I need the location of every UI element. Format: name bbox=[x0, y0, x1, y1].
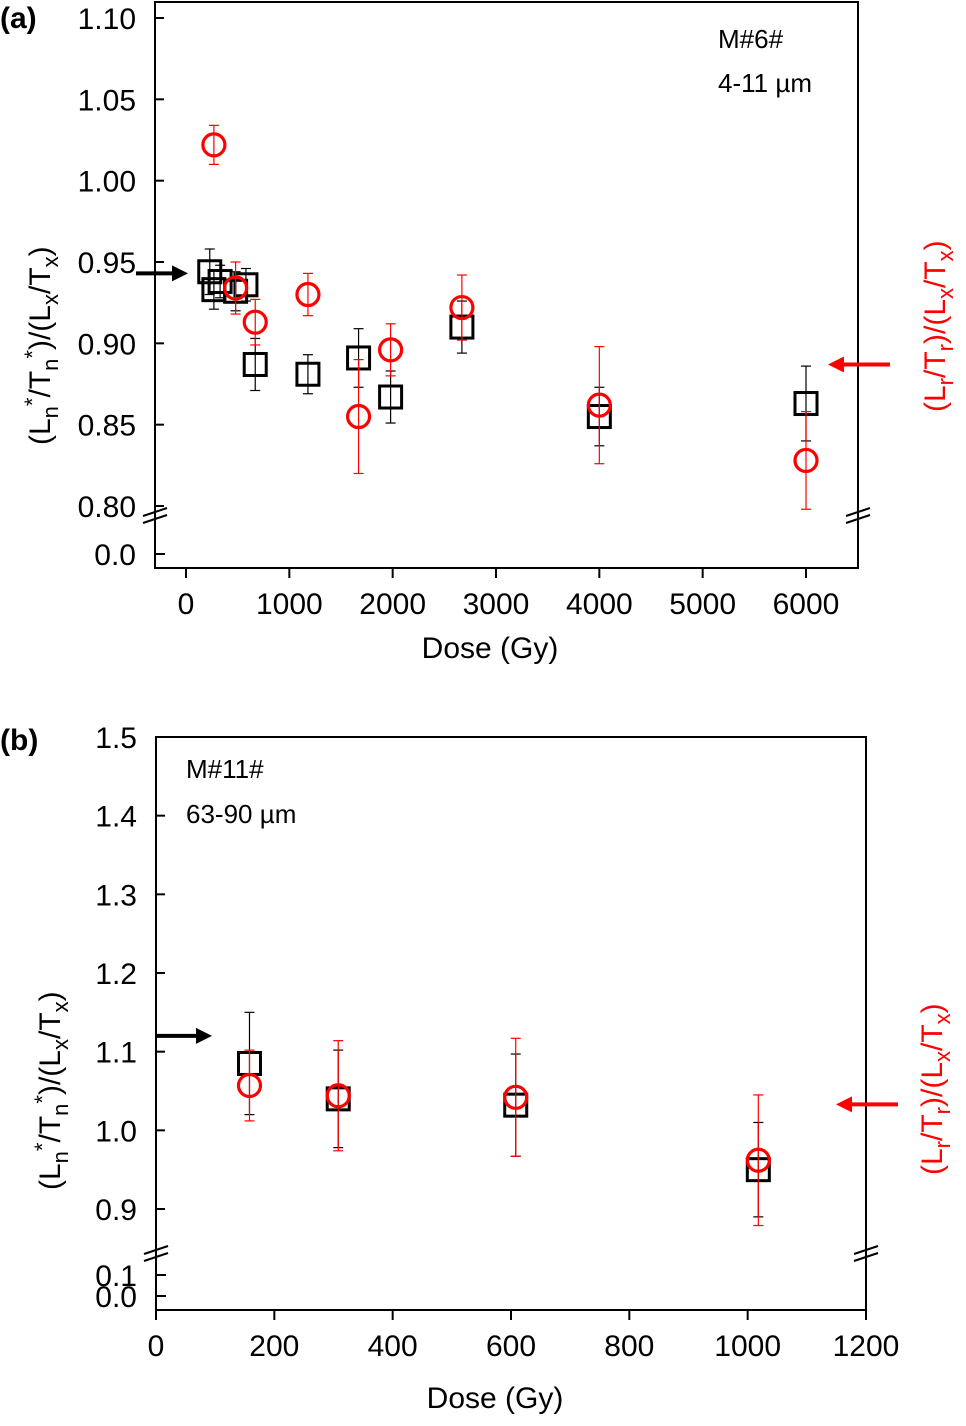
panel-a-axis-break bbox=[142, 507, 871, 524]
x-tick-label: 6000 bbox=[773, 588, 840, 621]
y-tick-label: 1.05 bbox=[78, 84, 136, 117]
circle-point bbox=[236, 1049, 263, 1122]
panel-b-series-squares bbox=[236, 1011, 771, 1218]
circle-point bbox=[503, 1037, 529, 1157]
panel-b-sample-label: M#11# bbox=[186, 754, 264, 784]
circle-marker bbox=[295, 281, 321, 308]
circle-marker bbox=[325, 1083, 351, 1109]
square-point bbox=[295, 354, 321, 395]
x-tick-label: 1200 bbox=[833, 1330, 900, 1363]
circle-marker bbox=[586, 392, 612, 418]
square-marker bbox=[295, 361, 321, 387]
panel-b-x-axis-title: Dose (Gy) bbox=[427, 1382, 564, 1415]
circle-point bbox=[745, 1094, 771, 1227]
x-tick-label: 0 bbox=[178, 588, 195, 621]
y-tick-label: 1.10 bbox=[78, 3, 136, 36]
panel-b-right-y-axis-title: (Lr/Tr)/(Lx/Tx) bbox=[916, 1003, 955, 1175]
x-tick-label: 600 bbox=[486, 1330, 536, 1363]
panel-b-ybreak-label-2: 0.0 bbox=[95, 1281, 137, 1314]
x-tick-label: 1000 bbox=[256, 588, 323, 621]
left-arrow bbox=[136, 265, 188, 282]
x-tick-label: 0 bbox=[148, 1330, 165, 1363]
panel-a-series-circles bbox=[201, 124, 819, 510]
x-tick-label: 1000 bbox=[714, 1330, 781, 1363]
circle-marker bbox=[449, 294, 475, 321]
panel-b-grain-size-label: 63-90 µm bbox=[186, 799, 296, 829]
panel-b-ybreak-label-1: 0.1 bbox=[95, 1260, 137, 1293]
panel-a-y-ticks: 0.80 0.85 0.90 0.95 1.00 1.05 1.10 bbox=[78, 3, 164, 524]
y-tick-label: 1.4 bbox=[95, 801, 137, 834]
circle-point bbox=[325, 1040, 351, 1152]
panel-b-series-circles bbox=[236, 1037, 771, 1227]
panel-b-x-ticks: 0 200 400 600 800 1000 1200 bbox=[148, 1310, 900, 1363]
y-tick-label: 0.80 bbox=[78, 491, 136, 524]
panel-a-x-axis-title: Dose (Gy) bbox=[422, 632, 559, 665]
panel-a-frame bbox=[154, 1, 859, 569]
y-tick-label: 1.1 bbox=[95, 1037, 137, 1070]
y-tick-label: 0.95 bbox=[78, 247, 136, 280]
circle-marker bbox=[223, 275, 249, 301]
panel-a-right-y-axis-title: (Lr/Tr)/(Lx/Tx) bbox=[919, 240, 958, 412]
right-arrow bbox=[836, 1096, 898, 1113]
circle-marker bbox=[242, 309, 268, 335]
square-marker bbox=[242, 351, 268, 377]
x-tick-label: 4000 bbox=[566, 588, 633, 621]
panel-b: (b) M#11# 63-90 µm 0.1 0.0 0.9 1.0 1.1 1.2 1… bbox=[0, 722, 955, 1415]
circle-point bbox=[242, 298, 268, 346]
y-tick-label: 1.5 bbox=[95, 722, 137, 755]
x-tick-label: 200 bbox=[249, 1330, 299, 1363]
circle-marker bbox=[793, 447, 819, 474]
circle-marker bbox=[503, 1084, 529, 1110]
circle-point bbox=[201, 124, 227, 165]
circle-marker bbox=[345, 403, 372, 430]
circle-marker bbox=[745, 1147, 771, 1173]
x-tick-label: 3000 bbox=[463, 588, 530, 621]
panel-a-label: (a) bbox=[0, 2, 37, 35]
square-point bbox=[378, 370, 404, 424]
x-tick-label: 2000 bbox=[359, 588, 426, 621]
x-tick-label: 5000 bbox=[669, 588, 736, 621]
left-arrow bbox=[156, 1027, 212, 1044]
y-tick-label: 1.2 bbox=[95, 958, 137, 991]
circle-point bbox=[223, 261, 249, 315]
x-tick-label: 800 bbox=[604, 1330, 654, 1363]
circle-point bbox=[586, 345, 612, 465]
panel-a: (a) M#6# 4-11 µm 0.0 0.80 0.85 0.90 0.95 1.0… bbox=[0, 1, 958, 665]
circle-point bbox=[449, 274, 475, 341]
panel-a-ybreak-label: 0.0 bbox=[94, 539, 136, 572]
y-tick-label: 0.90 bbox=[78, 328, 136, 361]
circle-point bbox=[793, 411, 819, 510]
right-arrow bbox=[828, 356, 890, 373]
circle-point bbox=[295, 272, 321, 317]
y-tick-label: 0.9 bbox=[95, 1194, 137, 1227]
panel-b-left-y-axis-title: (Ln*/Tn*)/(Lx/Tx) bbox=[30, 991, 73, 1190]
panel-b-arrows bbox=[156, 1027, 898, 1113]
panel-a-series-squares bbox=[197, 248, 819, 447]
circle-marker bbox=[236, 1072, 263, 1099]
x-tick-label: 400 bbox=[368, 1330, 418, 1363]
y-tick-label: 0.85 bbox=[78, 410, 136, 443]
panel-a-arrows bbox=[136, 265, 890, 373]
square-marker bbox=[233, 272, 259, 298]
y-tick-label: 1.00 bbox=[78, 166, 136, 199]
panel-a-x-ticks: 0 1000 2000 3000 4000 5000 6000 bbox=[178, 568, 840, 621]
panel-b-y-ticks: 0.9 1.0 1.1 1.2 1.3 1.4 1.5 bbox=[95, 722, 165, 1227]
panel-a-sample-label: M#6# bbox=[718, 24, 784, 54]
y-tick-label: 1.0 bbox=[95, 1115, 137, 1148]
panel-a-grain-size-label: 4-11 µm bbox=[718, 68, 812, 98]
circle-marker bbox=[201, 132, 227, 158]
circle-point bbox=[345, 359, 372, 475]
circle-marker bbox=[378, 337, 404, 363]
panel-a-left-y-axis-title: (Ln*/Tn*)/(Lx/Tx) bbox=[20, 246, 63, 445]
square-point bbox=[242, 337, 268, 392]
panel-b-axis-break bbox=[143, 1245, 879, 1262]
panel-b-label: (b) bbox=[0, 724, 38, 757]
circle-point bbox=[378, 323, 404, 377]
y-tick-label: 1.3 bbox=[95, 879, 137, 912]
square-marker bbox=[378, 384, 404, 410]
